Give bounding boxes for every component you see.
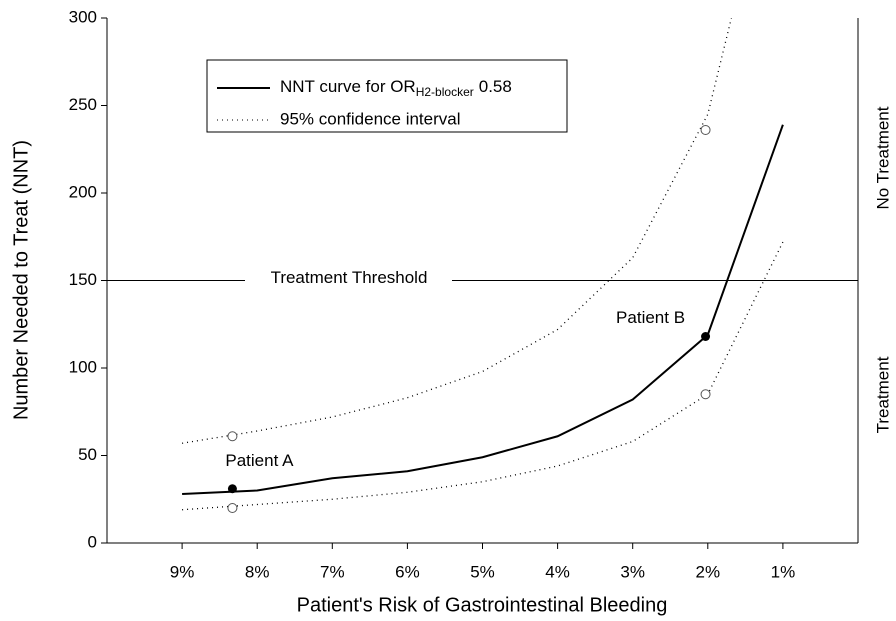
region-label: Treatment — [873, 356, 892, 433]
y-axis-label: Number Needed to Treat (NNT) — [10, 140, 32, 420]
ci-lower — [182, 241, 784, 511]
legend-subscript: H2-blocker — [416, 85, 474, 99]
legend-text: 0.58 — [479, 77, 512, 96]
patient-label: Patient B — [616, 308, 685, 327]
threshold-label: Treatment Threshold — [271, 268, 428, 287]
ci-marker — [227, 431, 238, 442]
patient-label: Patient A — [225, 451, 294, 470]
x-tick-label: 5% — [470, 562, 495, 581]
x-tick-label: 4% — [545, 562, 570, 581]
legend-text: NNT curve for OR — [280, 77, 416, 96]
x-tick-label: 8% — [245, 562, 270, 581]
y-tick-label: 250 — [69, 95, 97, 114]
x-tick-label: 9% — [170, 562, 195, 581]
legend-label: NNT curve for ORH2-blocker 0.58 — [280, 77, 512, 99]
x-tick-label: 6% — [395, 562, 420, 581]
legend-label: 95% confidence interval — [280, 109, 461, 128]
ci-marker — [227, 503, 238, 513]
x-tick-label: 3% — [620, 562, 645, 581]
x-tick-label: 7% — [320, 562, 345, 581]
nnt-curve — [182, 124, 784, 495]
y-tick-label: 50 — [78, 445, 97, 464]
x-tick-label: 1% — [771, 562, 796, 581]
y-tick-label: 200 — [69, 182, 97, 201]
y-tick-label: 0 — [88, 532, 97, 551]
y-tick-label: 300 — [69, 7, 97, 26]
y-tick-label: 150 — [69, 270, 97, 289]
x-axis-label: Patient's Risk of Gastrointestinal Bleed… — [297, 594, 668, 616]
ci-marker — [700, 389, 711, 400]
y-tick-label: 100 — [69, 357, 97, 376]
ci-marker — [700, 125, 711, 135]
patient-marker — [701, 332, 711, 341]
x-tick-label: 2% — [696, 562, 721, 581]
patient-marker — [227, 484, 237, 494]
region-label: No Treatment — [873, 106, 892, 209]
